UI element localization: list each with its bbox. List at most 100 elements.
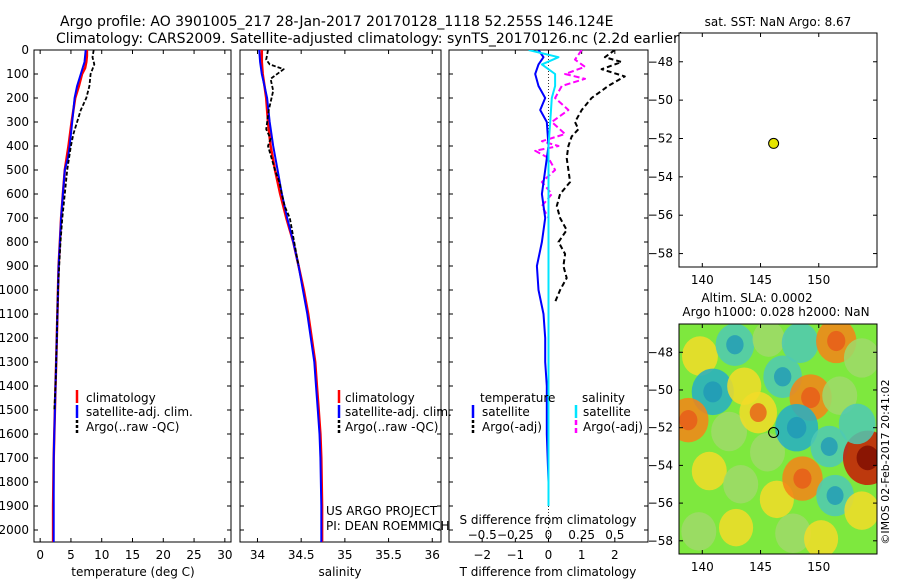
temperature-panel: 0100200300400500600700800900100011001200… xyxy=(0,43,232,579)
difference-panel: −2 −1 0 1 2 −0.5 −0.25 0 0.25 0.5 T difference f… xyxy=(448,49,649,579)
x-tick-label: 5 xyxy=(67,548,75,562)
sla-anomaly-core xyxy=(749,403,767,423)
s-tick-label: −0.5 xyxy=(468,528,497,542)
x-tick-label: 20 xyxy=(156,548,171,562)
lat-tick-label: −50 xyxy=(648,383,673,397)
legend-climatology-label: climatology xyxy=(86,391,156,405)
argo-float-marker xyxy=(768,137,780,149)
sla-anomaly-blob xyxy=(752,324,785,357)
argo-float-marker xyxy=(768,426,780,438)
depth-tick-label: 100 xyxy=(6,67,29,81)
s-argo-difference-line xyxy=(534,50,586,219)
sla-anomaly-blob xyxy=(719,508,754,547)
lat-tick-label: −52 xyxy=(648,131,673,145)
lat-tick-label: −58 xyxy=(648,247,673,261)
lat-tick-label: −54 xyxy=(648,170,673,184)
sla-anomaly-core xyxy=(726,335,744,355)
salinity-plot-frame xyxy=(239,49,442,543)
lon-tick-label: 150 xyxy=(807,560,830,574)
satellite-line xyxy=(52,50,87,542)
x-tick-label: 10 xyxy=(94,548,109,562)
sla-anomaly-blob xyxy=(682,336,718,376)
s-tick-label: 0.25 xyxy=(568,528,595,542)
lat-tick-label: −56 xyxy=(648,208,673,222)
depth-tick-label: 700 xyxy=(6,211,29,225)
sla-anomaly-core xyxy=(820,437,838,456)
sla-anomaly-core xyxy=(801,386,821,409)
depth-tick-label: 300 xyxy=(6,115,29,129)
legend-t-satellite-label: satellite xyxy=(482,405,530,419)
legend-salinity-header: salinity xyxy=(582,391,625,405)
x-tick-label: 35 xyxy=(337,548,352,562)
temperature-axis: 0 5 10 15 20 25 30 xyxy=(36,50,232,562)
legend-s-satellite-label: satellite xyxy=(583,405,631,419)
sla-anomaly-core xyxy=(703,381,723,403)
sla-map-panel: Altim. SLA: 0.0002 Argo h1000: 0.028 h20… xyxy=(648,291,878,574)
lon-tick-label: 150 xyxy=(807,273,830,287)
legend-satellite-label: satellite-adj. clim. xyxy=(86,405,193,419)
sla-anomaly-blob xyxy=(775,513,812,554)
difference-depth-ticks xyxy=(449,49,648,531)
sla-anomaly-blob xyxy=(750,432,786,472)
sla-anomaly-core xyxy=(856,445,877,471)
sla-anomaly-blob xyxy=(723,464,759,504)
depth-tick-label: 500 xyxy=(6,163,29,177)
project-line2: PI: DEAN ROEMMICH xyxy=(326,519,449,533)
sst-map-panel: sat. SST: NaN Argo: 8.67 140 145 150 −48 −50… xyxy=(648,15,878,287)
sla-anomaly-core xyxy=(679,410,698,431)
x-tick-label: 2 xyxy=(611,548,619,562)
depth-tick-label: 1000 xyxy=(0,283,29,297)
depth-tick-label: 200 xyxy=(6,91,29,105)
sla-anomaly-blob xyxy=(711,411,748,452)
sla-anomaly-blob xyxy=(804,520,839,554)
salinity-depth-ticks xyxy=(240,49,441,531)
sla-map-frame xyxy=(678,323,878,555)
legend-argo-label: Argo(..raw -QC) xyxy=(86,420,179,434)
sla-anomaly-blob xyxy=(843,338,877,378)
legend-climatology-label: climatology xyxy=(345,391,415,405)
salinity-legend: climatology satellite-adj. clim. Argo(..… xyxy=(337,390,452,434)
lon-tick-label: 145 xyxy=(749,273,772,287)
lat-tick-label: −48 xyxy=(648,55,673,69)
s-difference-axis-label: S difference from climatology xyxy=(460,513,637,527)
depth-tick-label: 1600 xyxy=(0,427,29,441)
difference-legend: temperature satellite Argo(-adj) salinit… xyxy=(471,391,643,434)
t-difference-axis: −2 −1 0 1 2 xyxy=(473,50,619,562)
depth-tick-label: 600 xyxy=(6,187,29,201)
sst-map-title: sat. SST: NaN Argo: 8.67 xyxy=(705,15,852,29)
x-tick-label: 36 xyxy=(425,548,440,562)
lon-tick-label: 145 xyxy=(749,560,772,574)
t-argo-difference-line xyxy=(554,50,626,303)
depth-tick-label: 1300 xyxy=(0,355,29,369)
salinity-axis-label: salinity xyxy=(318,565,361,579)
depth-tick-label: 900 xyxy=(6,259,29,273)
sla-map-title-line1: Altim. SLA: 0.0002 xyxy=(701,291,812,305)
sla-heatmap xyxy=(679,324,877,554)
sla-anomaly-blob xyxy=(681,512,717,551)
legend-satellite-label: satellite-adj. clim. xyxy=(345,405,452,419)
x-tick-label: 1 xyxy=(578,548,586,562)
depth-tick-label: 1700 xyxy=(0,451,29,465)
t-satellite-difference-line xyxy=(534,50,550,506)
sla-anomaly-core xyxy=(793,468,812,489)
lat-tick-label: −56 xyxy=(648,496,673,510)
lat-tick-label: −54 xyxy=(648,458,673,472)
x-tick-label: −1 xyxy=(506,548,524,562)
temperature-plot-frame xyxy=(33,49,232,543)
temperature-profiles xyxy=(51,50,96,542)
depth-tick-label: 400 xyxy=(6,139,29,153)
sla-anomaly-core xyxy=(773,367,792,387)
sst-map-frame xyxy=(678,32,878,268)
depth-tick-label: 1400 xyxy=(0,379,29,393)
depth-tick-label: 1100 xyxy=(0,307,29,321)
x-tick-label: 15 xyxy=(125,548,140,562)
lon-tick-label: 140 xyxy=(691,560,714,574)
s-tick-label: 0 xyxy=(545,528,553,542)
x-tick-label: 34 xyxy=(250,548,265,562)
s-tick-label: −0.25 xyxy=(497,528,534,542)
sst-map-markers xyxy=(768,137,780,149)
temperature-legend: climatology satellite-adj. clim. Argo(..… xyxy=(75,390,193,434)
sla-anomaly-core xyxy=(827,330,846,352)
sla-anomaly-core xyxy=(826,486,844,505)
